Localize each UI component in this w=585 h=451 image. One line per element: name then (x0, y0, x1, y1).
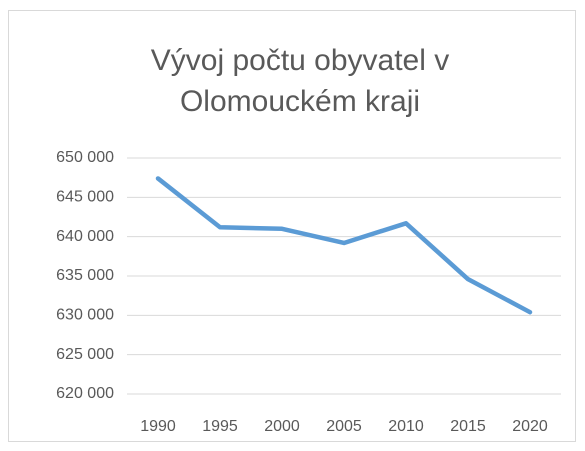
x-tick-label: 2015 (450, 418, 486, 435)
x-tick-label: 2020 (512, 418, 548, 435)
x-tick-label: 1995 (202, 418, 238, 435)
x-tick-label: 2010 (388, 418, 424, 435)
y-tick-label: 645 000 (56, 189, 114, 206)
y-tick-label: 620 000 (56, 385, 114, 402)
y-tick-label: 630 000 (56, 307, 114, 324)
y-tick-label: 650 000 (56, 149, 114, 166)
x-tick-label: 2005 (326, 418, 362, 435)
chart-title: Vývoj počtu obyvatel v Olomouckém kraji (150, 44, 450, 118)
x-tick-label: 1990 (140, 418, 176, 435)
x-tick-label: 2000 (264, 418, 300, 435)
y-tick-label: 625 000 (56, 346, 114, 363)
y-tick-label: 635 000 (56, 267, 114, 284)
chart-frame (8, 10, 576, 442)
y-tick-label: 640 000 (56, 228, 114, 245)
line (155, 176, 533, 315)
